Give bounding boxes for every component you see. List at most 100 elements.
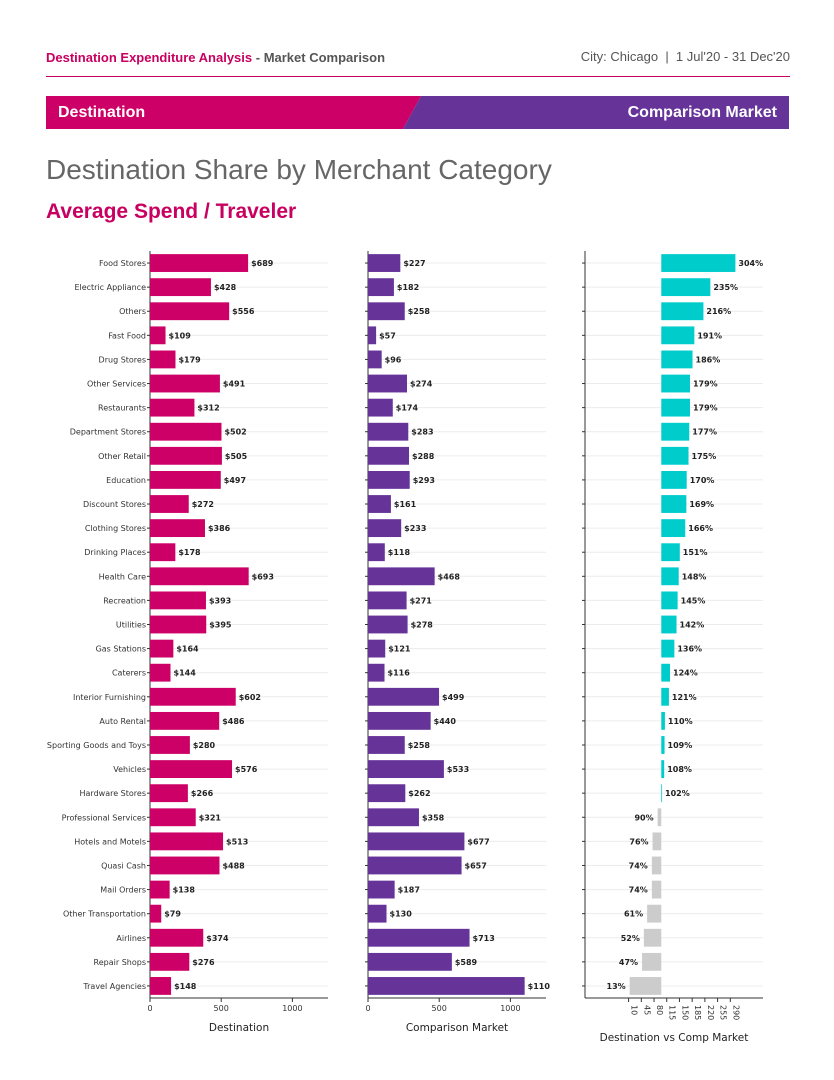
bar-index [661,591,678,610]
category-label: Department Stores [70,428,146,437]
bar-index [661,398,690,417]
x-tick-label: 500 [214,1004,229,1013]
bar-index [661,687,669,706]
data-label: $713 [473,934,495,943]
bar-index [661,254,736,272]
chart-comparison: $227 $182 $258 $57 $96 $274 $174 $283 $288 $293 $1… [365,251,550,1034]
category-label: Utilities [116,621,146,630]
bar-destination [150,567,249,586]
bar-destination [150,398,195,417]
data-label: $358 [422,813,445,822]
x-tick-label: 500 [432,1004,447,1013]
bar-comparison [368,952,452,971]
data-label: $130 [390,910,413,919]
data-label: 109% [668,741,693,750]
data-label: $505 [225,452,248,461]
data-label: $502 [224,428,246,437]
data-label: $280 [193,741,216,750]
bar-destination [150,808,196,827]
data-label: $386 [208,524,231,533]
x-tick-label: 115 [668,1005,677,1020]
data-label: $491 [223,380,246,389]
data-label: 166% [688,524,713,533]
bar-index [661,736,665,754]
bar-comparison [368,495,391,513]
bar-comparison [368,832,465,851]
bar-comparison [368,543,385,562]
category-label: Quasi Cash [101,861,146,870]
report-title-separator: - [252,50,264,65]
bar-comparison [368,326,377,345]
category-label: Education [106,476,146,485]
data-label: 186% [696,355,721,364]
data-label: $321 [199,813,222,822]
x-tick-label: 0 [147,1004,152,1013]
data-label: 13% [607,982,626,991]
bar-comparison [368,808,419,827]
bar-comparison [368,471,410,489]
category-label: Airlines [116,934,146,943]
report-context: City: Chicago | 1 Jul'20 - 31 Dec'20 [580,49,790,64]
bar-comparison [368,302,405,321]
data-label: 175% [692,452,717,461]
category-label: Other Services [87,380,146,389]
data-label: $602 [239,693,261,702]
data-label: $374 [206,934,229,943]
data-label: $96 [385,355,402,364]
data-label: $57 [379,331,396,340]
data-label: 108% [667,765,692,774]
bar-comparison [368,711,431,730]
data-label: $693 [252,572,274,581]
category-label: Repair Shops [94,958,146,967]
bar-comparison [368,736,405,754]
bar-comparison [368,856,462,875]
bar-comparison [368,977,525,995]
data-label: 148% [682,572,707,581]
page-title: Destination Share by Merchant Category [46,154,552,185]
data-label: 142% [680,621,705,630]
data-label: $164 [176,645,199,654]
bar-index [651,856,662,875]
data-label: $109 [169,331,192,340]
bar-comparison [368,687,440,706]
data-label: 102% [665,789,690,798]
bar-comparison [368,760,444,778]
data-label: $499 [442,693,465,702]
data-label: $79 [164,910,181,919]
data-label: $288 [412,452,435,461]
data-label: $182 [397,283,419,292]
x-axis-label: Comparison Market [406,1022,508,1034]
x-tick-label: 150 [680,1005,689,1020]
data-label: 177% [692,428,717,437]
report-title-main: Destination Expenditure Analysis [46,50,253,65]
data-label: $187 [398,886,420,895]
data-label: $468 [438,572,461,581]
bar-destination [150,278,211,297]
bar-comparison [368,398,393,417]
data-label: $689 [251,259,274,268]
data-label: $262 [408,789,430,798]
bar-destination [150,736,190,754]
data-label: $227 [403,259,425,268]
data-label: $258 [408,307,431,316]
data-label: $312 [197,404,219,413]
bar-index [661,567,679,586]
bar-comparison [368,519,402,538]
data-label: $486 [222,717,245,726]
bar-index [661,495,687,513]
category-label: Caterers [112,669,146,678]
category-label: Drug Stores [99,355,146,364]
bar-comparison [368,639,386,658]
data-label: 169% [689,500,714,509]
data-label: $121 [388,645,411,654]
category-label: Electric Appliance [74,283,146,292]
section-title: Average Spend / Traveler [46,200,297,223]
x-tick-label: 290 [731,1005,740,1020]
data-label: 145% [681,596,706,605]
data-label: $258 [408,741,431,750]
bar-index [643,928,662,947]
data-label: 216% [706,307,731,316]
data-label: $271 [410,596,433,605]
data-label: $428 [214,283,237,292]
category-label: Other Transportation [63,910,146,919]
